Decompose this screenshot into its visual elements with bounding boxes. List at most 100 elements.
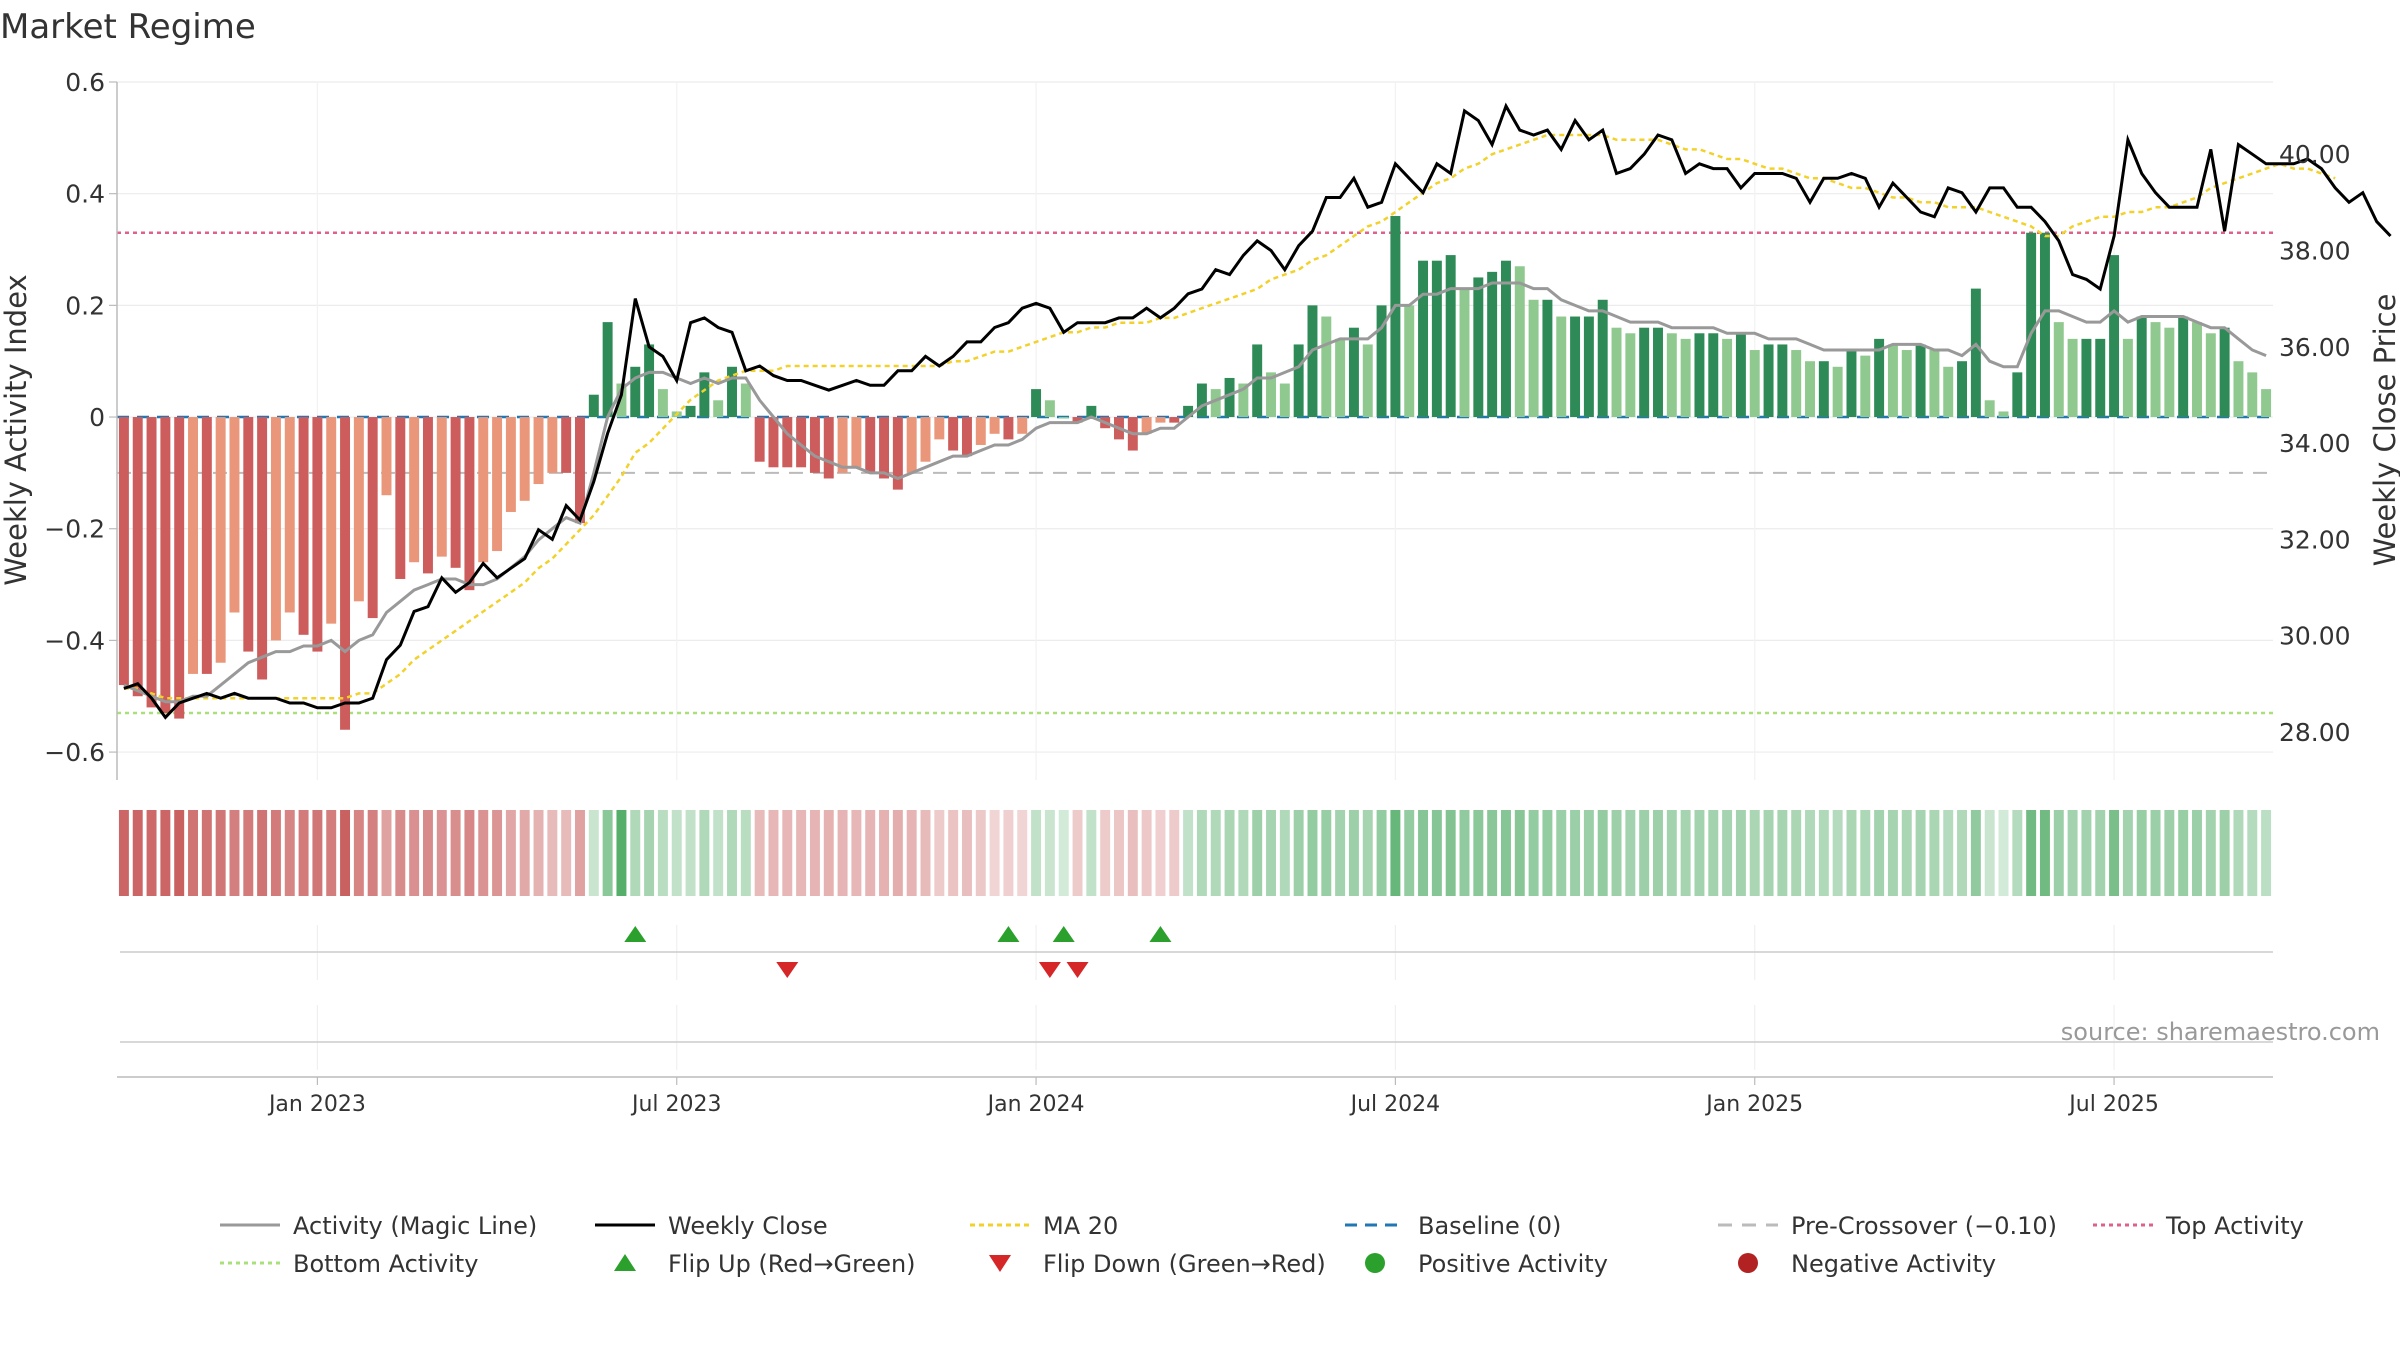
activity-bar [2136, 316, 2147, 418]
regime-strip-cell [699, 810, 710, 896]
regime-strip-cell [132, 810, 143, 896]
regime-strip-cell [1293, 810, 1304, 896]
activity-bar [906, 417, 917, 473]
regime-strip-cell [1031, 810, 1042, 896]
activity-bar [1957, 361, 1968, 418]
regime-strip-cell [906, 810, 917, 896]
activity-bar [1805, 361, 1815, 418]
regime-strip-cell [1252, 810, 1263, 896]
activity-bar [1570, 316, 1581, 418]
regime-strip-cell [713, 810, 724, 896]
regime-strip-cell [1487, 810, 1498, 896]
activity-bar [989, 417, 1000, 434]
activity-bar [2067, 338, 2078, 418]
activity-bar [1445, 255, 1456, 418]
regime-strip-cell [1473, 810, 1484, 896]
flip-down-marker [776, 962, 799, 978]
y-tick-label: 0.6 [65, 68, 105, 97]
activity-bar [1376, 305, 1387, 418]
regime-strip-cell [340, 810, 351, 896]
activity-bar [1901, 350, 1912, 418]
activity-bar [188, 417, 198, 674]
regime-strip-cell [1694, 810, 1705, 896]
activity-bar [1666, 333, 1677, 418]
regime-strip-cell [1238, 810, 1249, 896]
regime-strip-cell [1348, 810, 1359, 896]
legend-label: Pre-Crossover (−0.10) [1791, 1212, 2057, 1240]
regime-strip-cell [2095, 810, 2106, 896]
activity-bar [1929, 350, 1940, 418]
regime-strip-cell [1805, 810, 1815, 896]
activity-bar [1307, 305, 1318, 418]
axes: 0.6 0.4 0.2 0 −0.2 −0.4 −0.6 40.00 38.00 36.00 34.… [0, 68, 2400, 780]
activity-bar [2192, 322, 2202, 418]
activity-bar [1003, 417, 1014, 440]
activity-bar [519, 417, 530, 501]
activity-bar [1832, 366, 1843, 418]
activity-bar [1321, 316, 1332, 418]
activity-bar [174, 417, 185, 719]
regime-strip-cell [1141, 810, 1152, 896]
legend-item: Baseline (0) [1345, 1212, 1561, 1240]
regime-strip-cell [1362, 810, 1373, 896]
legend: Activity (Magic Line) Weekly Close MA 20 Ba… [220, 1212, 2304, 1278]
regime-strip-cell [118, 810, 129, 896]
legend-item: Negative Activity [1738, 1250, 1996, 1278]
activity-bar [1086, 405, 1097, 418]
regime-strip-cell [1100, 810, 1111, 896]
regime-strip-cell [1846, 810, 1857, 896]
activity-bar [782, 417, 793, 468]
activity-bar [1141, 417, 1152, 434]
regime-strip-cell [823, 810, 834, 896]
legend-label: Activity (Magic Line) [293, 1212, 537, 1240]
activity-bar [409, 417, 420, 563]
x-tick-label: Jan 2024 [986, 1092, 1085, 1117]
activity-bar [1542, 299, 1553, 418]
legend-label: Flip Up (Red→Green) [668, 1250, 916, 1278]
x-tick-label: Jul 2025 [2067, 1092, 2159, 1117]
regime-strip-cell [201, 810, 212, 896]
activity-bar [2247, 372, 2258, 418]
activity-bar [699, 372, 710, 418]
activity-bar [1514, 266, 1525, 418]
activity-bar [837, 417, 848, 473]
legend-swatch-triangle-down [989, 1255, 1011, 1272]
activity-bar [1183, 405, 1194, 418]
activity-bar [796, 417, 807, 468]
activity-bar [478, 417, 489, 563]
regime-strip-cell [1957, 810, 1968, 896]
regime-strip-cell [561, 810, 572, 896]
activity-bar [326, 417, 337, 624]
x-tick-label: Jan 2023 [267, 1092, 366, 1117]
regime-strip-cell [1749, 810, 1760, 896]
regime-strip-cell [1183, 810, 1194, 896]
regime-strip-cell [367, 810, 378, 896]
regime-strip-cell [1127, 810, 1138, 896]
regime-strip-cell [1266, 810, 1276, 896]
regime-strip-cell [1514, 810, 1525, 896]
regime-strip-cell [575, 810, 585, 896]
regime-strip-cell [312, 810, 323, 896]
regime-strip-cell [1570, 810, 1581, 896]
legend-item: Flip Up (Red→Green) [614, 1250, 916, 1278]
activity-bar [768, 417, 779, 468]
activity-bar [464, 417, 475, 591]
regime-strip-cell [533, 810, 544, 896]
activity-bar [505, 417, 516, 512]
activity-bar [2053, 322, 2064, 418]
regime-strip-cell [782, 810, 793, 896]
activity-bar [1583, 316, 1594, 418]
activity-bar [1998, 411, 2009, 418]
regime-strip-cell [1307, 810, 1318, 896]
regime-strip-cell [1735, 810, 1746, 896]
legend-swatch-dot [1365, 1253, 1385, 1273]
x-tick-label: Jul 2023 [630, 1092, 722, 1117]
regime-strip-cell [547, 810, 558, 896]
regime-strip-cell [270, 810, 281, 896]
activity-bar [892, 417, 903, 490]
activity-bar [616, 383, 627, 418]
source-label: source: sharemaestro.com [2061, 1018, 2380, 1046]
regime-strip-cell [1114, 810, 1124, 896]
regime-strip-cell [2039, 810, 2050, 896]
